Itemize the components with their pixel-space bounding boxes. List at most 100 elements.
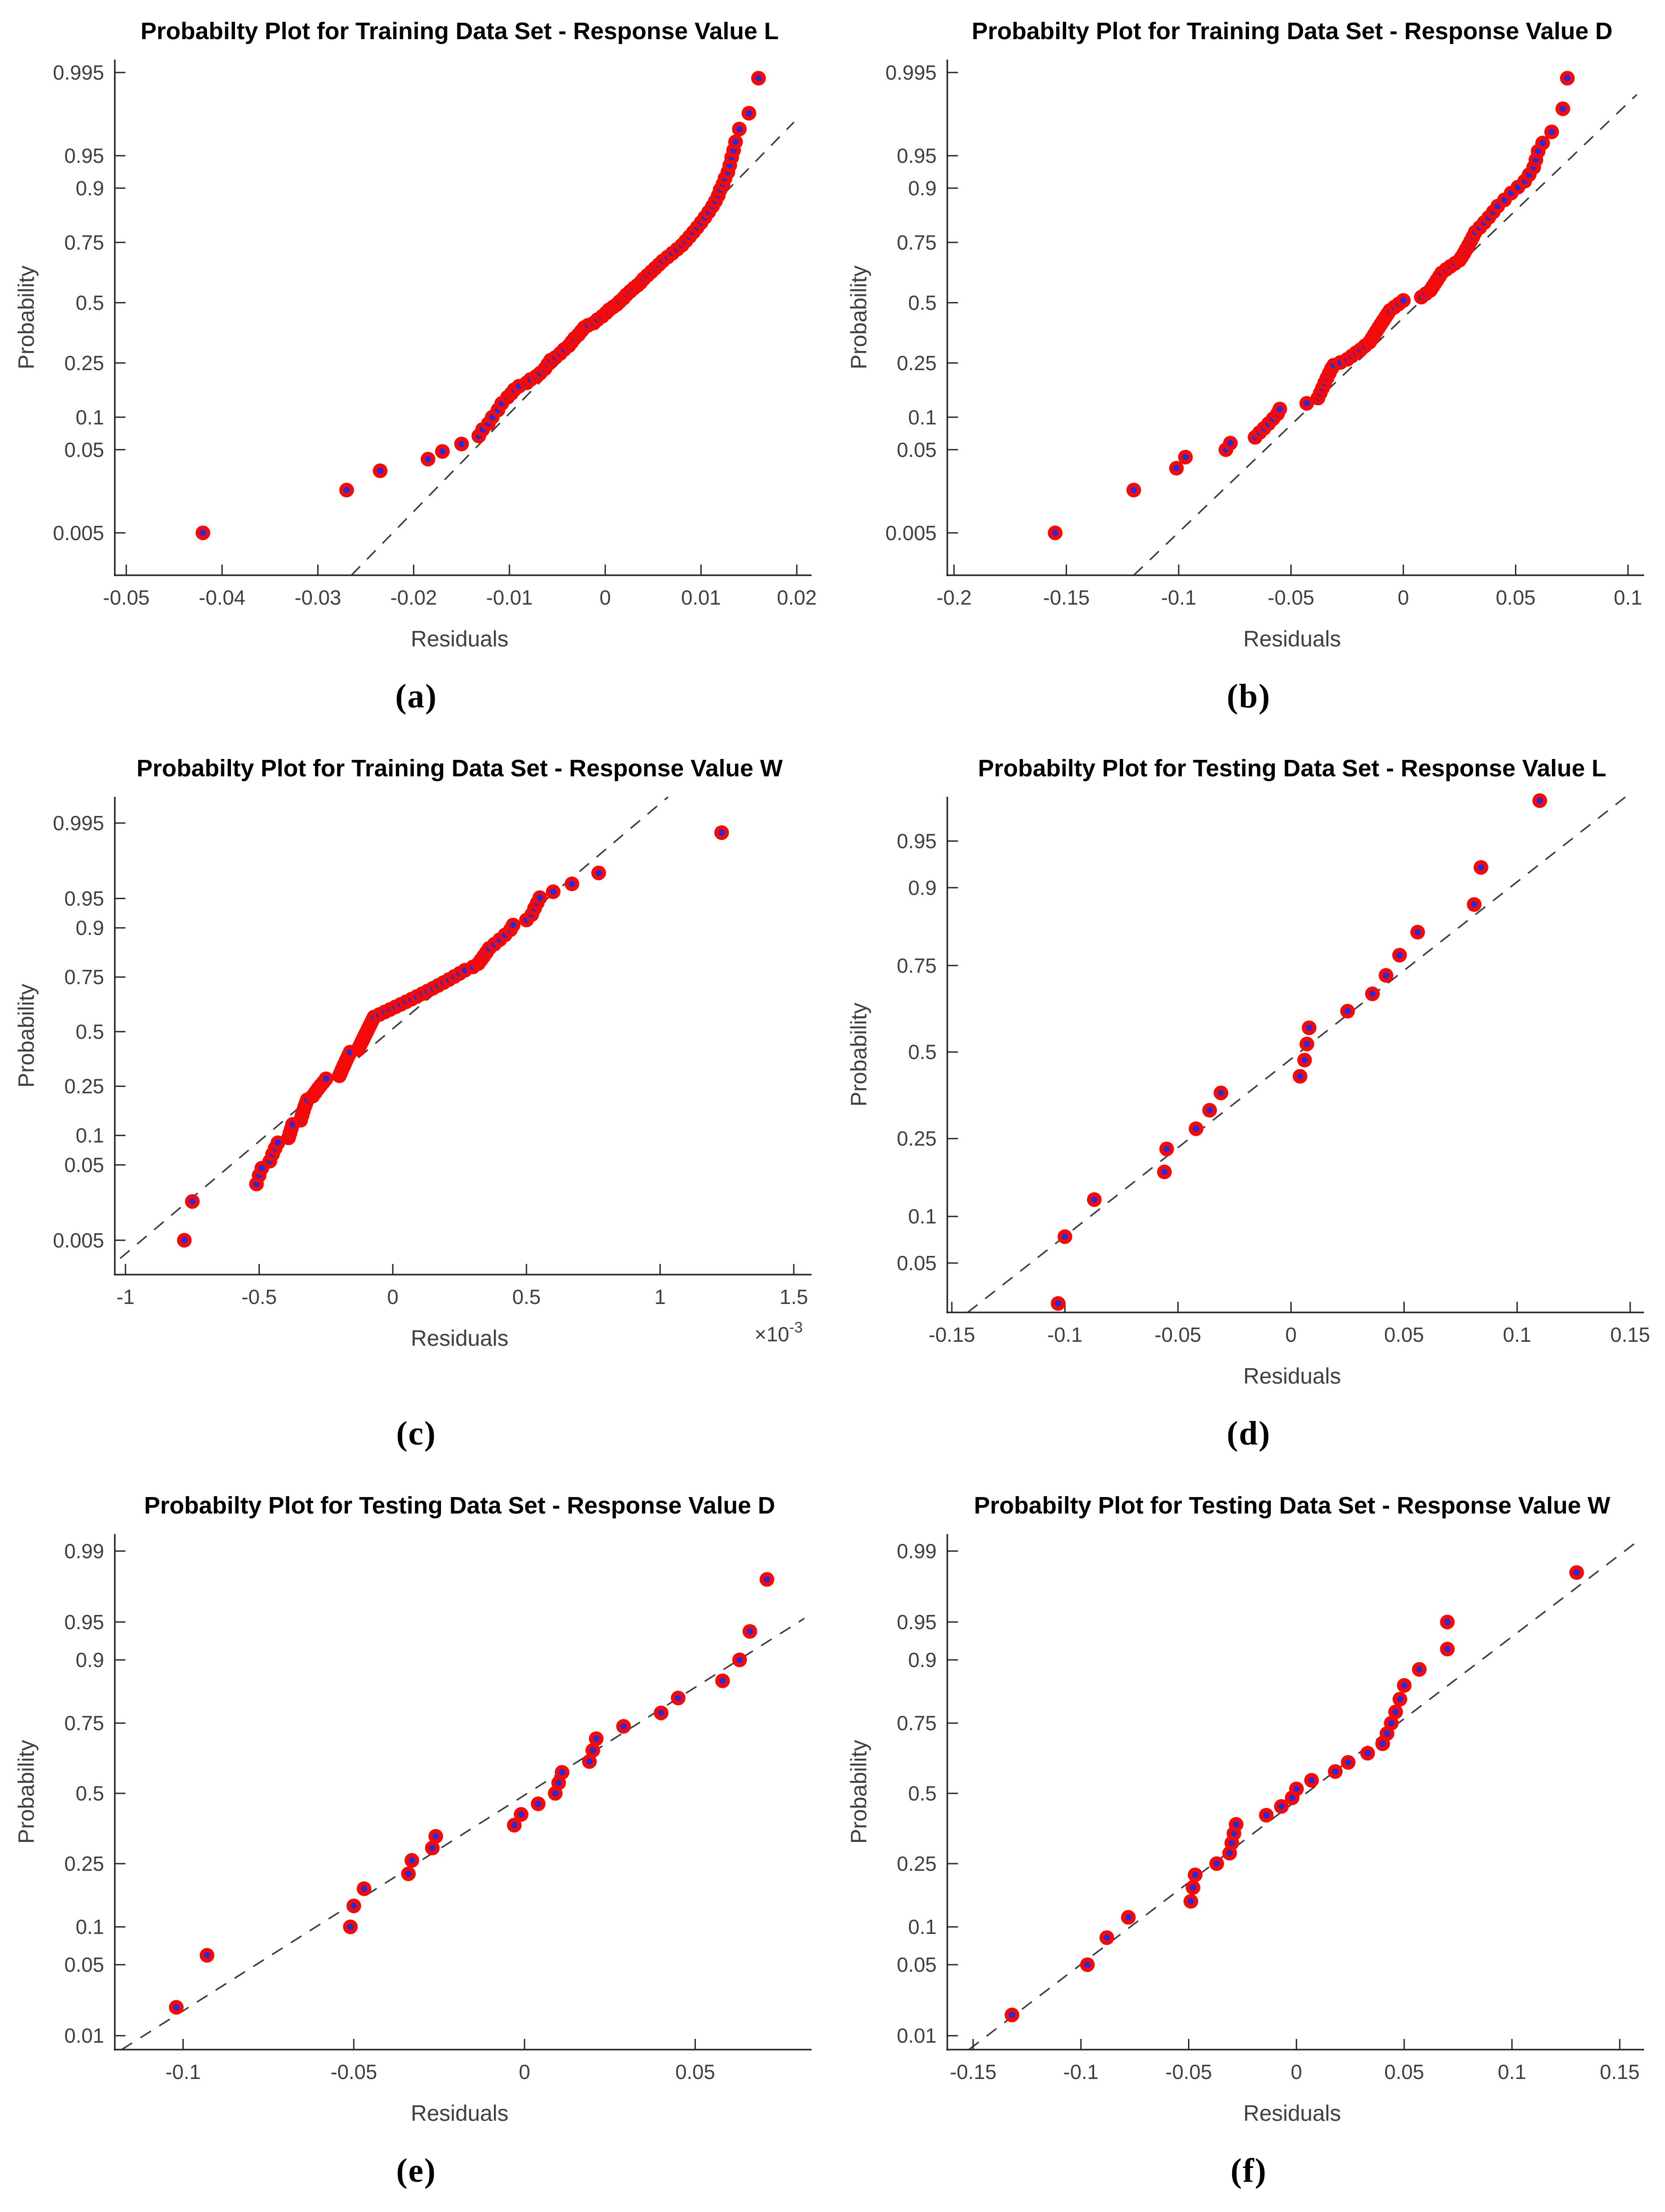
y-tick-label: 0.95 (897, 144, 937, 167)
data-point (372, 463, 388, 478)
panel-caption-d: (d) (1227, 1415, 1271, 1452)
reference-line (1133, 94, 1637, 575)
data-point (1440, 1642, 1455, 1657)
probability-plot-testing-W: Probabilty Plot for Testing Data Set - R… (846, 1492, 1644, 2126)
x-tick-label: -0.05 (1155, 1323, 1201, 1346)
data-point (356, 1881, 372, 1896)
data-point (1202, 1103, 1217, 1118)
data-point (1301, 1020, 1317, 1035)
data-point (1412, 1662, 1427, 1677)
y-tick-label: 0.25 (897, 1127, 937, 1150)
panel-caption-e: (e) (396, 2152, 436, 2189)
panel-c: Probabilty Plot for Training Data Set - … (14, 744, 815, 1467)
x-tick-label: 0.15 (1610, 1323, 1650, 1346)
data-point (1410, 924, 1425, 940)
y-tick-label: 0.75 (64, 231, 104, 254)
y-tick-label: 0.9 (76, 1648, 104, 1671)
plot-title: Probabilty Plot for Training Data Set - … (137, 755, 783, 782)
data-point (1004, 2007, 1019, 2022)
x-tick-label: 0.05 (1496, 586, 1536, 609)
y-tick-label: 0.995 (885, 61, 937, 84)
y-tick-label: 0.9 (908, 177, 937, 200)
x-tick-label: -0.1 (1047, 1323, 1083, 1346)
y-tick-label: 0.05 (64, 1153, 104, 1176)
data-point (530, 1796, 546, 1812)
plot-title: Probabilty Plot for Training Data Set - … (972, 18, 1612, 44)
data-point (177, 1233, 192, 1248)
data-point (1396, 293, 1411, 308)
data-point (1057, 1229, 1072, 1244)
data-point (1569, 1565, 1584, 1580)
x-tick-label: 0.1 (1614, 586, 1642, 609)
data-point (1299, 396, 1314, 411)
x-axis-label: Residuals (1243, 2101, 1341, 2126)
data-point (1360, 1746, 1375, 1761)
x-tick-label: 1.5 (780, 1285, 808, 1308)
x-tick-label: -0.1 (166, 2060, 201, 2083)
y-tick-label: 0.75 (897, 954, 937, 977)
y-axis-label: Probability (14, 984, 39, 1087)
data-point (435, 444, 450, 459)
x-tick-label: 0.02 (777, 586, 817, 609)
data-point (1378, 968, 1394, 983)
data-point (1467, 897, 1482, 912)
x-tick-label: 0 (1285, 1323, 1297, 1346)
y-tick-label: 0.95 (64, 1611, 104, 1634)
y-tick-label: 0.1 (908, 1205, 937, 1228)
y-tick-label: 0.5 (908, 1041, 937, 1064)
x-axis-label: Residuals (411, 626, 509, 651)
data-point (1340, 1004, 1355, 1019)
panel-a: Probabilty Plot for Training Data Set - … (14, 7, 817, 730)
y-tick-label: 0.95 (897, 1611, 937, 1634)
data-point (1188, 1121, 1204, 1136)
data-point (1080, 1957, 1095, 1972)
y-tick-label: 0.1 (76, 1915, 104, 1938)
y-tick-label: 0.9 (76, 177, 104, 200)
data-point (1274, 1799, 1289, 1814)
plot-title: Probabilty Plot for Training Data Set - … (141, 18, 779, 44)
probability-plot-training-D: Probabilty Plot for Training Data Set - … (846, 18, 1644, 651)
x-tick-label: 0 (519, 2060, 530, 2083)
y-tick-label: 0.75 (64, 1711, 104, 1735)
y-tick-label: 0.05 (64, 1953, 104, 1976)
data-point (1365, 986, 1380, 1001)
x-tick-label: 0.01 (681, 586, 721, 609)
panel-e: Probabilty Plot for Testing Data Set - R… (14, 1481, 815, 2205)
x-axis-label: Residuals (411, 2101, 509, 2126)
y-axis-label: Probability (14, 1740, 39, 1844)
data-point (343, 1919, 358, 1934)
data-point (589, 1731, 604, 1746)
data-point (732, 1652, 747, 1667)
data-point (401, 1866, 416, 1881)
x-tick-label: 0.1 (1503, 1323, 1532, 1346)
data-point (1087, 1192, 1102, 1207)
data-point (582, 1754, 597, 1769)
panel-f: Probabilty Plot for Testing Data Set - R… (846, 1481, 1647, 2205)
y-axis-label: Probability (14, 266, 39, 369)
x-tick-label: 0 (1291, 2060, 1302, 2083)
data-point (1183, 1894, 1198, 1909)
y-tick-label: 0.005 (53, 1229, 104, 1252)
data-point (346, 1898, 361, 1913)
probability-plot-training-L: Probabilty Plot for Training Data Set - … (14, 18, 817, 651)
data-point (671, 1691, 686, 1706)
data-point (1440, 1615, 1455, 1630)
probability-plot-testing-D: Probabilty Plot for Testing Data Set - R… (14, 1492, 812, 2126)
data-point (339, 483, 354, 498)
panel-caption-a: (a) (395, 678, 437, 715)
data-point (185, 1194, 200, 1209)
data-point (1051, 1296, 1066, 1311)
x-axis-label: Residuals (411, 1326, 509, 1351)
data-point (1213, 1086, 1229, 1101)
panel-b: Probabilty Plot for Training Data Set - … (846, 7, 1647, 730)
data-point (1535, 135, 1550, 150)
y-tick-label: 0.95 (897, 830, 937, 853)
x-axis-label: Residuals (1243, 1364, 1341, 1389)
x-tick-label: -0.15 (950, 2060, 997, 2083)
x-tick-label: 0 (599, 586, 611, 609)
y-axis-label: Probability (846, 1003, 871, 1106)
data-point (742, 1624, 757, 1639)
data-point (1392, 1691, 1407, 1707)
data-point (1392, 948, 1407, 963)
